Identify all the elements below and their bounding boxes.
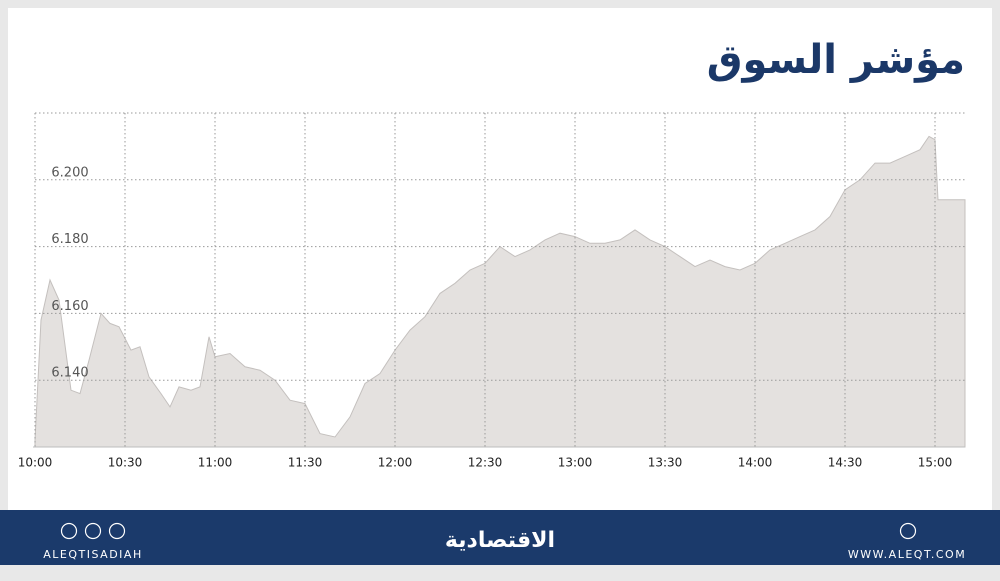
x-tick-label: 13:00: [558, 456, 593, 470]
twitter-icon: [108, 522, 126, 540]
footer-logo: الاقتصادية: [445, 528, 555, 553]
y-tick-label: 6.160: [51, 299, 88, 314]
x-tick-label: 10:30: [108, 456, 143, 470]
x-tick-label: 10:00: [18, 456, 53, 470]
footer-band: [0, 510, 1000, 565]
x-tick-label: 13:30: [648, 456, 683, 470]
footer-handle: ALEQTISADIAH: [43, 548, 142, 561]
x-tick-label: 11:30: [288, 456, 323, 470]
area: [34, 135, 966, 448]
x-tick-label: 14:00: [738, 456, 773, 470]
instagram-icon: [60, 522, 78, 540]
y-tick-label: 6.180: [51, 232, 88, 247]
facebook-icon: [84, 522, 102, 540]
y-tick-label: 6.200: [51, 165, 88, 180]
web-icon: [899, 522, 917, 540]
chart-title: مؤشر السوق: [707, 37, 965, 83]
x-tick-label: 15:00: [918, 456, 953, 470]
y-tick-label: 6.140: [51, 366, 88, 381]
x-tick-label: 11:00: [198, 456, 233, 470]
footer-website: WWW.ALEQT.COM: [848, 548, 966, 561]
x-tick-label: 12:00: [378, 456, 413, 470]
plot: 6.140 6.160 6.180 6.200 10:00 10:30 11:00 11:30…: [18, 112, 966, 470]
social-icons: [60, 522, 917, 540]
x-tick-label: 14:30: [828, 456, 863, 470]
x-tick-label: 12:30: [468, 456, 503, 470]
